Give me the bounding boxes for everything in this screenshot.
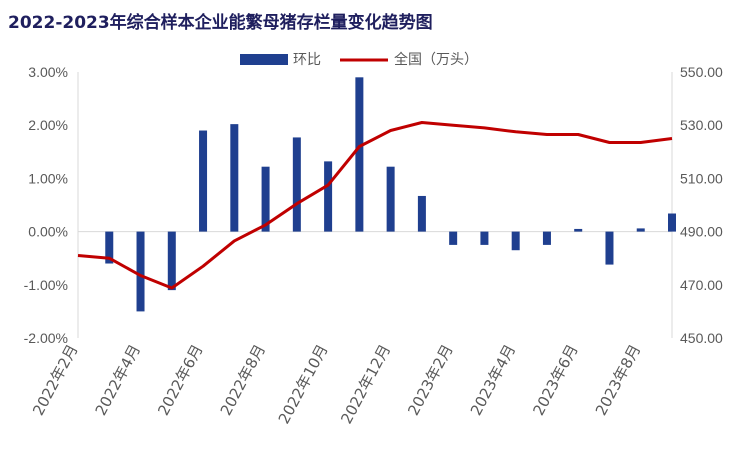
bar-mark	[136, 231, 145, 312]
y-left-tick-label: 0.00%	[28, 224, 68, 240]
bar-mark	[668, 213, 676, 232]
y-left-tick-label: 3.00%	[28, 64, 68, 80]
bar-mark	[542, 231, 551, 245]
bar-mark	[574, 228, 583, 232]
bar-mark	[292, 137, 301, 232]
bar-mark	[105, 231, 114, 264]
y-right-tick-label: 510.00	[680, 170, 723, 186]
line-series-path	[77, 121, 673, 290]
x-tick-label: 2023年6月	[529, 341, 581, 418]
chart-title: 2022-2023年综合样本企业能繁母猪存栏量变化趋势图	[8, 13, 433, 33]
x-tick-label: 2022年12月	[337, 341, 394, 427]
x-tick-label: 2023年8月	[592, 341, 644, 418]
legend-line-label: 全国（万头）	[394, 51, 478, 68]
y-right-tick-label: 490.00	[680, 224, 723, 240]
bar-mark	[386, 166, 395, 232]
bar-mark	[199, 130, 208, 232]
y-left-tick-label: -2.00%	[24, 330, 68, 346]
bar-mark	[636, 228, 645, 232]
x-tick-label: 2022年8月	[217, 341, 269, 418]
x-tick-label: 2023年4月	[467, 341, 519, 418]
x-tick-label: 2022年10月	[275, 341, 332, 427]
legend-bar-swatch	[240, 54, 288, 65]
bar-mark	[324, 161, 333, 232]
legend-bar-label: 环比	[293, 52, 321, 68]
y-right-tick-label: 530.00	[680, 117, 723, 133]
y-left-tick-label: 1.00%	[28, 170, 68, 186]
bar-mark	[449, 231, 458, 245]
bar-mark	[261, 166, 270, 232]
y-right-tick-label: 450.00	[680, 330, 723, 346]
x-tick-label: 2022年2月	[29, 341, 81, 418]
bar-mark	[167, 231, 176, 291]
y-left-tick-label: 2.00%	[28, 117, 68, 133]
bar-mark	[230, 124, 239, 232]
y-right-tick-label: 470.00	[680, 277, 723, 293]
y-left-tick-label: -1.00%	[24, 277, 68, 293]
bar-mark	[605, 231, 614, 265]
x-tick-label: 2022年6月	[154, 341, 206, 418]
bar-mark	[355, 77, 364, 232]
bar-mark	[417, 195, 426, 232]
x-tick-label: 2022年4月	[92, 341, 144, 418]
bar-mark	[480, 231, 489, 245]
bar-mark	[511, 231, 520, 251]
x-tick-label: 2023年2月	[404, 341, 456, 418]
y-right-tick-label: 550.00	[680, 64, 723, 80]
